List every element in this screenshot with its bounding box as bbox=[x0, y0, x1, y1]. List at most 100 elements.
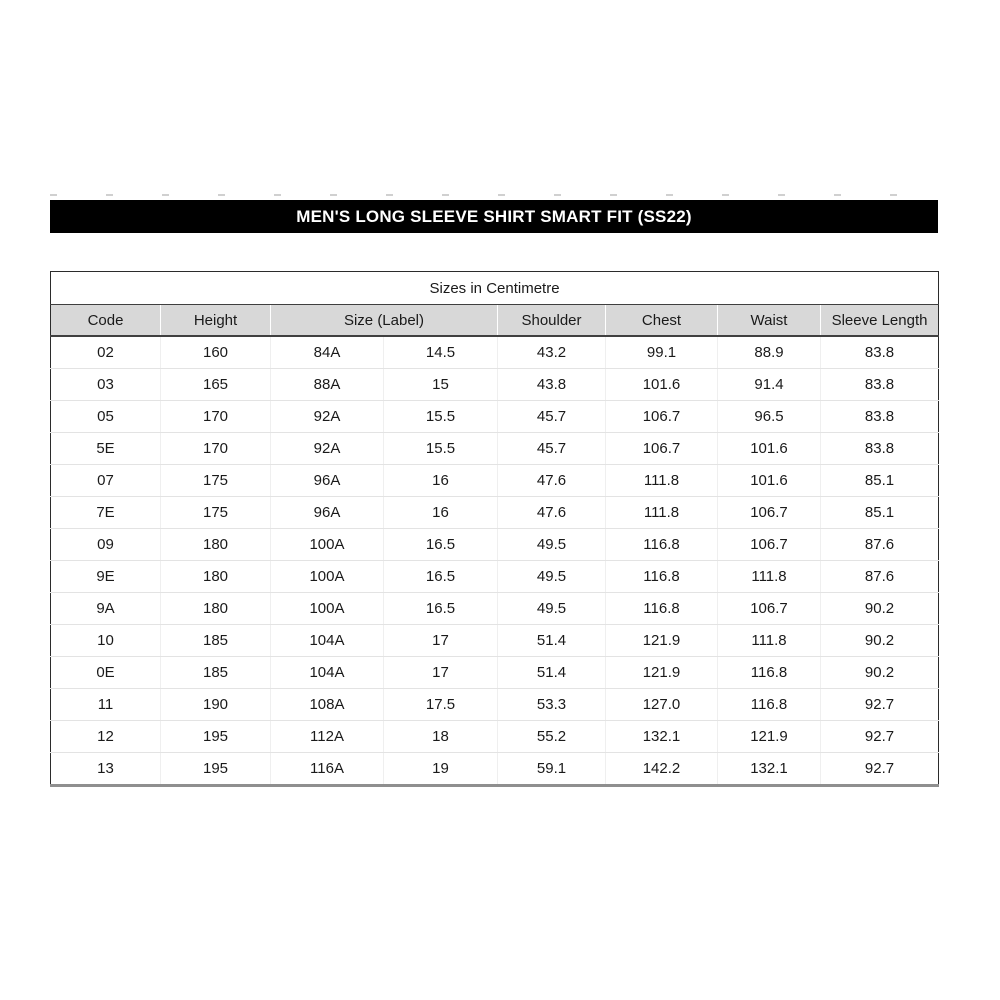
table-cell: 83.8 bbox=[819, 432, 939, 465]
table-cell: 05 bbox=[50, 400, 161, 433]
table-cell: 170 bbox=[160, 400, 271, 433]
column-header-sleeve-length: Sleeve Length bbox=[819, 304, 939, 337]
table-cell: 15.5 bbox=[383, 432, 498, 465]
table-cell: 15.5 bbox=[383, 400, 498, 433]
table-cell: 104A bbox=[270, 656, 384, 689]
table-cell: 101.6 bbox=[717, 464, 821, 497]
table-cell: 85.1 bbox=[819, 496, 939, 529]
size-table: Sizes in Centimetre Code Height Size (La… bbox=[50, 271, 940, 787]
table-cell: 100A bbox=[270, 528, 384, 561]
table-cell: 83.8 bbox=[819, 400, 939, 433]
table-cell: 51.4 bbox=[497, 656, 606, 689]
size-chart: Sizes in Centimetre Code Height Size (La… bbox=[50, 271, 940, 787]
table-cell: 116.8 bbox=[717, 656, 821, 689]
table-cell: 43.8 bbox=[497, 368, 606, 401]
table-cell: 47.6 bbox=[497, 496, 606, 529]
table-cell: 99.1 bbox=[605, 336, 718, 369]
page-title: MEN'S LONG SLEEVE SHIRT SMART FIT (SS22) bbox=[296, 206, 692, 226]
table-row: 9E 180 100A 16.5 49.5 116.8 111.8 87.6 bbox=[50, 560, 939, 593]
table-row: 5E 170 92A 15.5 45.7 106.7 101.6 83.8 bbox=[50, 432, 939, 465]
table-cell: 55.2 bbox=[497, 720, 606, 753]
page-break-dashes bbox=[50, 194, 938, 196]
table-row: 0E 185 104A 17 51.4 121.9 116.8 90.2 bbox=[50, 656, 939, 689]
column-header-chest: Chest bbox=[605, 304, 718, 337]
table-cell: 07 bbox=[50, 464, 161, 497]
table-cell: 106.7 bbox=[605, 432, 718, 465]
title-bar: MEN'S LONG SLEEVE SHIRT SMART FIT (SS22) bbox=[50, 200, 938, 233]
table-cell: 45.7 bbox=[497, 400, 606, 433]
table-cell: 108A bbox=[270, 688, 384, 721]
table-cell: 91.4 bbox=[717, 368, 821, 401]
table-cell: 16 bbox=[383, 464, 498, 497]
table-cell: 13 bbox=[50, 752, 161, 786]
table-cell: 116A bbox=[270, 752, 384, 786]
table-cell: 59.1 bbox=[497, 752, 606, 786]
table-cell: 106.7 bbox=[717, 592, 821, 625]
table-row: 10 185 104A 17 51.4 121.9 111.8 90.2 bbox=[50, 624, 939, 657]
table-cell: 16.5 bbox=[383, 592, 498, 625]
table-cell: 88A bbox=[270, 368, 384, 401]
table-cell: 17 bbox=[383, 656, 498, 689]
table-cell: 175 bbox=[160, 496, 271, 529]
column-header-code: Code bbox=[50, 304, 161, 337]
table-row: 09 180 100A 16.5 49.5 116.8 106.7 87.6 bbox=[50, 528, 939, 561]
table-cell: 90.2 bbox=[819, 656, 939, 689]
table-cell: 116.8 bbox=[717, 688, 821, 721]
column-header-shoulder: Shoulder bbox=[497, 304, 606, 337]
table-cell: 43.2 bbox=[497, 336, 606, 369]
table-cell: 132.1 bbox=[717, 752, 821, 786]
table-cell: 92.7 bbox=[819, 688, 939, 721]
table-cell: 51.4 bbox=[497, 624, 606, 657]
table-cell: 104A bbox=[270, 624, 384, 657]
table-cell: 121.9 bbox=[605, 624, 718, 657]
table-cell: 111.8 bbox=[605, 464, 718, 497]
table-cell: 83.8 bbox=[819, 368, 939, 401]
table-cell: 49.5 bbox=[497, 592, 606, 625]
table-cell: 190 bbox=[160, 688, 271, 721]
table-cell: 111.8 bbox=[717, 624, 821, 657]
table-cell: 0E bbox=[50, 656, 161, 689]
table-cell: 195 bbox=[160, 752, 271, 786]
table-cell: 85.1 bbox=[819, 464, 939, 497]
table-cell: 106.7 bbox=[717, 496, 821, 529]
table-cell: 03 bbox=[50, 368, 161, 401]
table-cell: 16 bbox=[383, 496, 498, 529]
table-row: 07 175 96A 16 47.6 111.8 101.6 85.1 bbox=[50, 464, 939, 497]
table-cell: 18 bbox=[383, 720, 498, 753]
table-cell: 19 bbox=[383, 752, 498, 786]
table-header-row: Code Height Size (Label) Shoulder Chest … bbox=[50, 304, 939, 337]
table-row: 05 170 92A 15.5 45.7 106.7 96.5 83.8 bbox=[50, 400, 939, 433]
table-cell: 96.5 bbox=[717, 400, 821, 433]
table-cell: 88.9 bbox=[717, 336, 821, 369]
table-cell: 83.8 bbox=[819, 336, 939, 369]
table-cell: 10 bbox=[50, 624, 161, 657]
table-cell: 132.1 bbox=[605, 720, 718, 753]
table-cell: 180 bbox=[160, 560, 271, 593]
table-row: 7E 175 96A 16 47.6 111.8 106.7 85.1 bbox=[50, 496, 939, 529]
table-cell: 7E bbox=[50, 496, 161, 529]
table-cell: 175 bbox=[160, 464, 271, 497]
table-cell: 09 bbox=[50, 528, 161, 561]
table-cell: 180 bbox=[160, 528, 271, 561]
table-row: 03 165 88A 15 43.8 101.6 91.4 83.8 bbox=[50, 368, 939, 401]
table-cell: 101.6 bbox=[717, 432, 821, 465]
table-cell: 17 bbox=[383, 624, 498, 657]
table-cell: 84A bbox=[270, 336, 384, 369]
table-cell: 5E bbox=[50, 432, 161, 465]
table-cell: 16.5 bbox=[383, 528, 498, 561]
table-cell: 53.3 bbox=[497, 688, 606, 721]
table-cell: 02 bbox=[50, 336, 161, 369]
table-cell: 92.7 bbox=[819, 720, 939, 753]
table-row: 9A 180 100A 16.5 49.5 116.8 106.7 90.2 bbox=[50, 592, 939, 625]
table-cell: 111.8 bbox=[605, 496, 718, 529]
table-cell: 185 bbox=[160, 656, 271, 689]
column-header-size-label: Size (Label) bbox=[270, 304, 498, 337]
table-cell: 112A bbox=[270, 720, 384, 753]
table-cell: 121.9 bbox=[717, 720, 821, 753]
table-cell: 49.5 bbox=[497, 528, 606, 561]
table-cell: 185 bbox=[160, 624, 271, 657]
table-cell: 116.8 bbox=[605, 560, 718, 593]
table-row: 02 160 84A 14.5 43.2 99.1 88.9 83.8 bbox=[50, 336, 939, 369]
column-header-height: Height bbox=[160, 304, 271, 337]
table-cell: 90.2 bbox=[819, 624, 939, 657]
